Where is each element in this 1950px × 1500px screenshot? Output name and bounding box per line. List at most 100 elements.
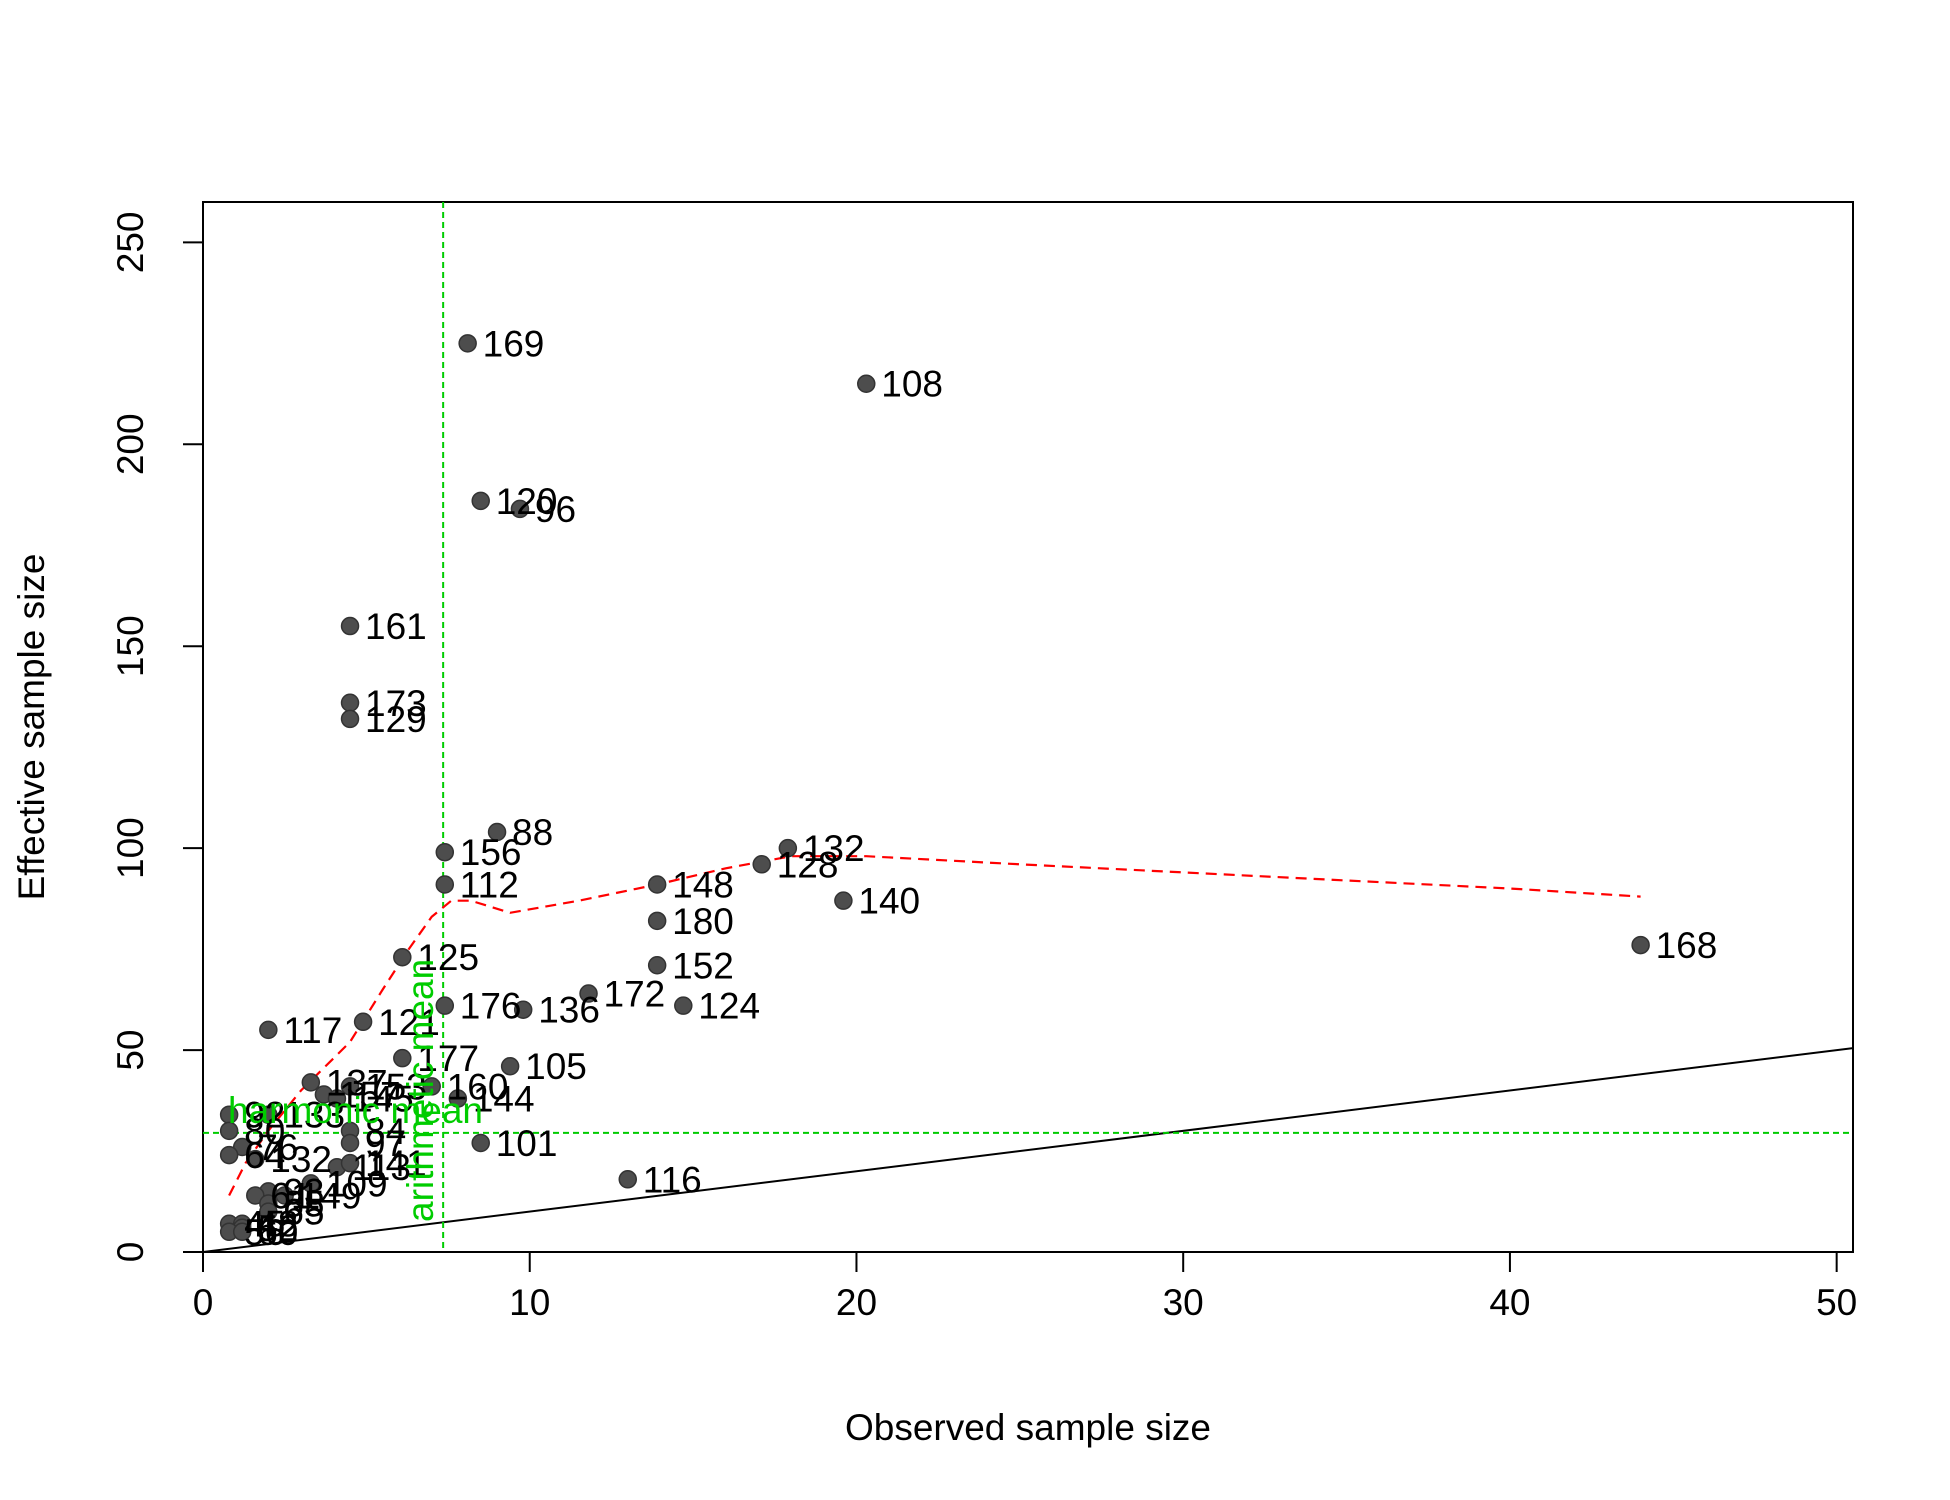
data-point	[353, 1012, 373, 1032]
point-label: 48	[257, 1204, 298, 1245]
point-label: 97	[365, 1123, 406, 1164]
x-tick-label: 20	[836, 1282, 877, 1323]
point-label: 80	[244, 1111, 285, 1152]
data-point	[301, 1174, 321, 1193]
point-label: 108	[881, 364, 943, 405]
point-label: 144	[473, 1079, 535, 1120]
point-label: 129	[365, 699, 427, 740]
data-point	[259, 1105, 278, 1124]
data-point	[232, 1137, 252, 1157]
data-point	[340, 693, 360, 713]
y-axis-title: Effective sample size	[11, 554, 52, 901]
point-label: 156	[460, 832, 522, 873]
data-point	[1631, 935, 1650, 955]
data-point	[752, 855, 771, 874]
point-label: 141	[365, 1143, 427, 1184]
arithmetic-mean-label: arithmetic mean	[400, 959, 441, 1222]
point-label: 176	[460, 986, 522, 1027]
point-label: 152	[672, 945, 734, 986]
point-label: 76	[257, 1127, 298, 1168]
data-point	[674, 996, 693, 1015]
point-label: 52	[257, 1208, 298, 1249]
data-point	[471, 491, 490, 511]
point-label: 137	[326, 1062, 388, 1103]
point-label: 60	[257, 1212, 298, 1253]
point-label: 116	[643, 1159, 702, 1200]
point-label: 101	[496, 1123, 558, 1164]
point-label: 148	[672, 865, 734, 906]
harmonic-mean-label: harmonic mean	[228, 1090, 483, 1131]
point-label: 92	[244, 1095, 285, 1136]
data-point	[246, 1186, 265, 1205]
point-label: 124	[698, 986, 760, 1027]
x-tick-label: 10	[509, 1282, 550, 1323]
point-label: 96	[535, 489, 576, 530]
data-point	[647, 875, 667, 894]
point-label: 125	[417, 937, 479, 978]
data-point	[857, 374, 876, 393]
data-point	[435, 875, 455, 894]
trend-line	[228, 855, 1641, 1196]
x-axis-title: Observed sample size	[845, 1407, 1211, 1448]
data-point	[275, 1186, 294, 1205]
point-label: 168	[1656, 925, 1718, 966]
point-label: 153	[365, 1066, 427, 1107]
plot-frame	[202, 201, 1854, 1253]
point-label: 84	[365, 1111, 406, 1152]
data-point	[393, 1048, 412, 1068]
data-point	[579, 984, 598, 1003]
point-label: 121	[378, 1002, 440, 1043]
point-label: 149	[300, 1175, 362, 1216]
data-point	[219, 1145, 239, 1165]
identity-line	[203, 1047, 1853, 1252]
data-point	[259, 1020, 278, 1040]
point-label: 140	[858, 881, 920, 922]
point-label: 157	[339, 1075, 401, 1116]
point-label: 177	[417, 1038, 479, 1079]
point-label: 56	[244, 1212, 285, 1253]
y-tick-label: 250	[110, 212, 151, 274]
data-point	[232, 1222, 252, 1242]
y-tick-label: 50	[110, 1029, 151, 1070]
y-tick-label: 0	[110, 1242, 151, 1263]
data-point	[647, 956, 667, 975]
data-point	[327, 1089, 347, 1108]
point-label: 88	[512, 812, 553, 853]
point-label: 61	[270, 1175, 311, 1216]
data-point	[510, 499, 530, 519]
point-label: 93	[283, 1171, 324, 1212]
point-label: 132	[803, 828, 865, 869]
data-point	[340, 1077, 360, 1096]
data-point	[618, 1170, 638, 1189]
point-label: 85	[283, 1184, 324, 1225]
data-point	[471, 1133, 490, 1153]
point-label: 120	[496, 481, 558, 522]
data-point	[647, 911, 667, 931]
data-point	[448, 1089, 468, 1108]
point-label: 65	[283, 1192, 324, 1233]
data-point	[393, 947, 412, 967]
point-label: 128	[777, 844, 839, 885]
data-point	[301, 1073, 321, 1092]
x-tick-label: 50	[1816, 1282, 1857, 1323]
point-label: 161	[365, 606, 427, 647]
point-label: 45	[244, 1204, 285, 1245]
y-tick-label: 150	[110, 615, 151, 677]
point-label: 173	[365, 683, 427, 724]
x-tick-label: 40	[1489, 1282, 1530, 1323]
point-label: 132	[270, 1139, 332, 1180]
point-label: 172	[604, 974, 666, 1015]
data-point	[458, 334, 477, 353]
data-point	[340, 1153, 360, 1173]
point-label: 136	[538, 990, 600, 1031]
point-label: 117	[283, 1010, 342, 1051]
point-label: 109	[326, 1163, 388, 1204]
data-point	[219, 1121, 239, 1141]
data-point	[340, 616, 360, 636]
y-tick-label: 100	[110, 817, 151, 879]
point-label: 113	[352, 1147, 411, 1188]
point-label: 133	[283, 1095, 345, 1136]
x-tick-label: 0	[193, 1282, 214, 1323]
point-label: 145	[352, 1079, 414, 1120]
